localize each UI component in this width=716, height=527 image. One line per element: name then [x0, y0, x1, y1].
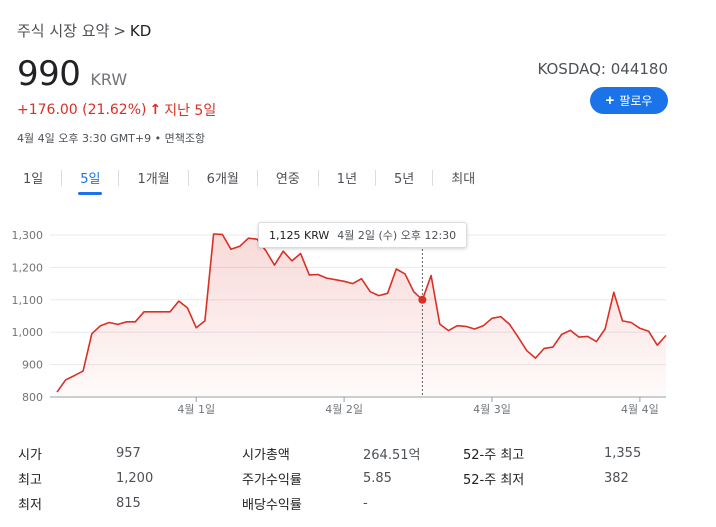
y-tick-label: 1,000	[12, 326, 44, 339]
stat-open-value: 957	[116, 446, 141, 461]
tooltip-price: 1,125 KRW	[269, 228, 330, 242]
price-row: 990 KRW	[17, 54, 127, 94]
stat-mktcap-value: 264.51억	[363, 448, 421, 463]
stat-open-label: 시가	[18, 448, 42, 463]
tab-divider	[61, 169, 63, 186]
tab-max[interactable]: 최대	[451, 172, 476, 187]
follow-button-label: 팔로우	[619, 94, 653, 108]
y-tick-label: 800	[22, 391, 43, 404]
stat-pe-label: 주가수익률	[242, 473, 302, 488]
change-value: +176.00 (21.62%)	[17, 102, 147, 118]
x-tick-label: 4월 4일	[621, 402, 659, 416]
stat-dividend-value: -	[363, 496, 368, 511]
follow-button[interactable]: + 팔로우	[590, 87, 668, 114]
y-tick-label: 1,100	[12, 294, 44, 307]
tab-ytd[interactable]: 연중	[275, 172, 300, 187]
stat-low-label: 최저	[18, 498, 42, 513]
stat-pe-value: 5.85	[363, 471, 392, 486]
breadcrumb-parent-link[interactable]: 주식 시장 요약	[17, 22, 110, 40]
tab-1d[interactable]: 1일	[23, 172, 44, 187]
tab-5d[interactable]: 5일	[71, 162, 109, 195]
plus-icon: +	[605, 92, 615, 109]
stats-table: 시가 957 시가총액 264.51억 52-주 최고 1,355 최고 1,2…	[18, 441, 678, 516]
stat-52w-high-label: 52-주 최고	[463, 448, 525, 463]
x-tick-label: 4월 2일	[325, 402, 363, 416]
tab-divider	[432, 169, 434, 186]
timestamp-disclaimer[interactable]: 4월 4일 오후 3:30 GMT+9 • 면책조항	[17, 132, 206, 145]
stats-row: 최고 1,200 주가수익률 5.85 52-주 최저 382	[18, 466, 678, 491]
price-tooltip: 1,125 KRW 4월 2일 (수) 오후 12:30	[258, 222, 468, 248]
hover-point	[418, 295, 427, 304]
tab-1m[interactable]: 1개월	[137, 172, 170, 187]
stats-row: 시가 957 시가총액 264.51억 52-주 최고 1,355	[18, 441, 678, 466]
y-tick-label: 900	[22, 359, 43, 372]
stats-row: 최저 815 배당수익률 -	[18, 491, 678, 516]
stat-mktcap-label: 시가총액	[242, 448, 290, 463]
breadcrumb: 주식 시장 요약 > KD	[17, 20, 151, 41]
stat-52w-high-value: 1,355	[604, 446, 642, 461]
range-tabs: 1일 5일 1개월 6개월 연중 1년 5년 최대	[14, 162, 484, 195]
stat-52w-low-label: 52-주 최저	[463, 473, 525, 488]
tab-divider	[317, 169, 319, 186]
change-period: 지난 5일	[164, 103, 217, 119]
y-tick-label: 1,200	[12, 261, 44, 274]
stat-high-label: 최고	[18, 473, 42, 488]
x-tick-label: 4월 3일	[473, 402, 511, 416]
price-line	[56, 233, 667, 393]
y-tick-label: 1,300	[12, 229, 44, 242]
tab-divider	[187, 169, 189, 186]
tab-1y[interactable]: 1년	[336, 172, 358, 187]
breadcrumb-separator: >	[113, 22, 126, 40]
price-chart[interactable]: 1,300 1,200 1,100 1,000 900 800 4월 1일 4월 2일 4월 …	[0, 200, 716, 425]
current-price: 990	[17, 54, 81, 94]
breadcrumb-ticker: KD	[129, 22, 152, 40]
stat-low-value: 815	[116, 496, 141, 511]
stat-dividend-label: 배당수익률	[242, 498, 302, 513]
price-change: +176.00 (21.62%) ↑ 지난 5일	[17, 100, 216, 120]
tab-divider	[375, 169, 377, 186]
tooltip-date: 4월 2일 (수) 오후 12:30	[337, 229, 457, 242]
tab-6m[interactable]: 6개월	[206, 172, 239, 187]
stat-52w-low-value: 382	[604, 471, 629, 486]
price-area-fill	[57, 234, 666, 397]
currency-label: KRW	[90, 70, 128, 89]
tab-5y[interactable]: 5년	[394, 172, 415, 187]
exchange-ticker: KOSDAQ: 044180	[537, 60, 668, 78]
tab-divider	[118, 169, 120, 186]
tab-divider	[256, 169, 258, 186]
x-tick-label: 4월 1일	[177, 402, 215, 416]
arrow-up-icon: ↑	[149, 102, 162, 118]
stat-high-value: 1,200	[116, 471, 154, 486]
